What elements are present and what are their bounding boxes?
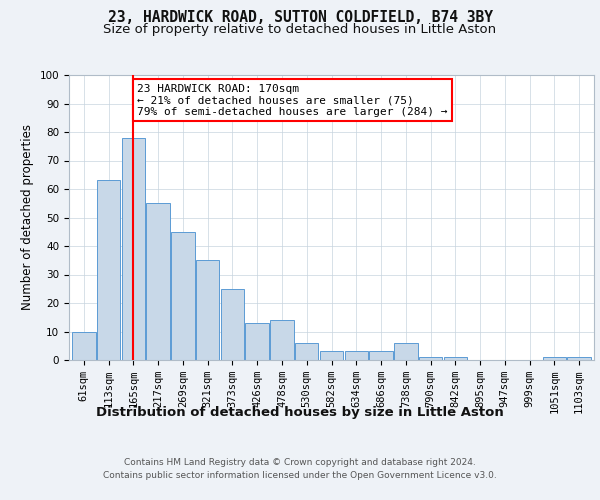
Bar	[146, 203, 170, 360]
Bar	[97, 180, 121, 360]
Text: 23, HARDWICK ROAD, SUTTON COLDFIELD, B74 3BY: 23, HARDWICK ROAD, SUTTON COLDFIELD, B74…	[107, 10, 493, 25]
Bar	[72, 332, 95, 360]
Bar	[245, 323, 269, 360]
Bar	[394, 343, 418, 360]
Bar	[344, 352, 368, 360]
Bar	[443, 357, 467, 360]
Bar	[221, 289, 244, 360]
Text: Contains HM Land Registry data © Crown copyright and database right 2024.: Contains HM Land Registry data © Crown c…	[124, 458, 476, 467]
Bar	[270, 320, 294, 360]
Bar	[295, 343, 319, 360]
Text: Contains public sector information licensed under the Open Government Licence v3: Contains public sector information licen…	[103, 472, 497, 480]
Bar	[542, 357, 566, 360]
Bar	[171, 232, 194, 360]
Text: 23 HARDWICK ROAD: 170sqm
← 21% of detached houses are smaller (75)
79% of semi-d: 23 HARDWICK ROAD: 170sqm ← 21% of detach…	[137, 84, 448, 116]
Text: Distribution of detached houses by size in Little Aston: Distribution of detached houses by size …	[96, 406, 504, 419]
Bar	[196, 260, 220, 360]
Text: Size of property relative to detached houses in Little Aston: Size of property relative to detached ho…	[103, 22, 497, 36]
Bar	[320, 352, 343, 360]
Bar	[369, 352, 393, 360]
Bar	[122, 138, 145, 360]
Y-axis label: Number of detached properties: Number of detached properties	[21, 124, 34, 310]
Bar	[568, 357, 591, 360]
Bar	[419, 357, 442, 360]
